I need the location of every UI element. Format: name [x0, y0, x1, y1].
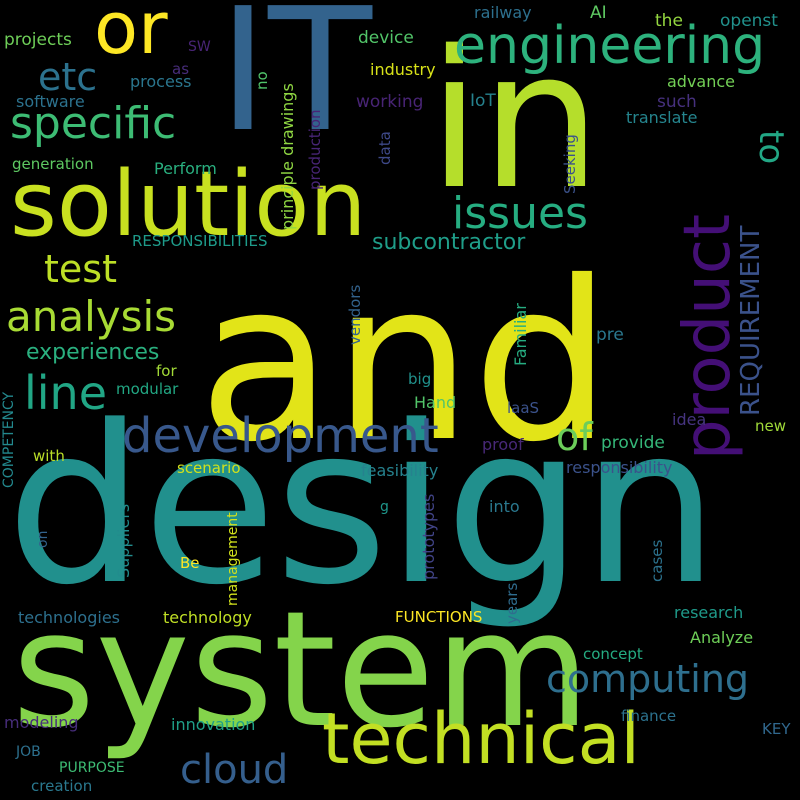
word-finance: finance	[621, 707, 677, 725]
word-on: on	[35, 530, 51, 548]
word-proof: proof	[482, 435, 524, 454]
word-sw: SW	[188, 39, 211, 55]
word-software: software	[16, 92, 85, 111]
word-functions: FUNCTIONS	[395, 608, 483, 626]
word-technologies: technologies	[18, 608, 120, 627]
word-no: no	[253, 71, 271, 90]
word-etc: etc	[38, 55, 98, 99]
word-familiar: Familiar	[511, 303, 530, 366]
word-provide: provide	[601, 433, 665, 453]
word-management: management	[225, 512, 241, 606]
word-principle-drawings: principle drawings	[278, 83, 297, 230]
word-technology: technology	[163, 608, 252, 627]
word-big: big	[408, 370, 432, 388]
word-be: Be	[180, 554, 200, 572]
word-concept: concept	[583, 645, 643, 663]
word-generation: generation	[12, 155, 94, 173]
word-of: of	[556, 415, 593, 459]
word-idea: idea	[672, 410, 707, 429]
word-for: for	[156, 362, 177, 380]
word-as: as	[172, 60, 190, 78]
word-projects: projects	[4, 30, 72, 50]
word-data: data	[376, 131, 394, 165]
word-vendors: vendors	[346, 284, 364, 345]
word-specific: specific	[10, 98, 177, 149]
word-modeling: modeling	[4, 713, 79, 732]
word-ai: AI	[590, 3, 607, 23]
word-prototypes: prototypes	[419, 493, 438, 580]
word-industry: industry	[370, 60, 436, 79]
word-cases: cases	[648, 539, 666, 582]
word-it: IT	[218, 0, 372, 170]
word-years: years	[503, 582, 521, 624]
word-modular: modular	[116, 380, 179, 398]
word-cloud: cloud	[180, 747, 289, 793]
word-process: process	[130, 72, 192, 91]
word-line: line	[24, 366, 108, 420]
word-perform: Perform	[154, 159, 217, 178]
word-feasibility: feasibility	[361, 461, 439, 480]
word-into: into	[489, 497, 520, 516]
word-research: research	[674, 603, 744, 622]
word-responsibilities: RESPONSIBILITIES	[132, 232, 268, 250]
word-purpose: PURPOSE	[59, 760, 125, 776]
word-pre: pre	[596, 325, 624, 345]
word-system: system	[12, 576, 591, 763]
word-experiences: experiences	[26, 340, 160, 365]
word-creation: creation	[31, 777, 93, 795]
word-iot: IoT	[470, 91, 496, 111]
word-issues: issues	[452, 188, 588, 239]
word-production: production	[306, 109, 324, 190]
word-device: device	[358, 28, 414, 48]
word-the: the	[655, 11, 683, 31]
word-subcontractor: subcontractor	[372, 230, 526, 255]
word-innovation: innovation	[171, 715, 256, 734]
word-to: to	[751, 130, 791, 165]
word-analysis: analysis	[6, 292, 177, 341]
word-advance: advance	[667, 72, 736, 91]
word-railway: railway	[474, 3, 532, 22]
word-seeking: Seeking	[561, 134, 579, 194]
word-responsibility: responsibility	[566, 458, 673, 477]
word-scenario: scenario	[177, 459, 241, 477]
word-solution: solution	[10, 152, 367, 257]
word-such: such	[657, 92, 697, 112]
word-g: g	[380, 499, 389, 515]
word-requirement: REQUIREMENT	[736, 225, 766, 416]
word-hand: Hand	[414, 393, 457, 412]
word-working: working	[356, 92, 424, 112]
word-test: test	[44, 247, 117, 291]
word-technical: technical	[322, 698, 641, 780]
word-laas: laaS	[507, 399, 540, 417]
word-and: and	[198, 234, 612, 490]
word-design: design	[6, 380, 719, 633]
word-openst: openst	[720, 11, 778, 31]
word-engineering: engineering	[454, 16, 766, 76]
word-development: development	[122, 408, 439, 464]
word-with: with	[33, 447, 65, 465]
word-computing: computing	[546, 657, 750, 701]
word-new: new	[755, 417, 787, 435]
word-analyze: Analyze	[690, 628, 754, 647]
word-or: or	[94, 0, 168, 70]
word-competency: COMPETENCY	[1, 391, 17, 488]
word-in: in	[428, 10, 602, 231]
word-translate: translate	[626, 108, 698, 127]
word-suppliers: Suppliers	[114, 503, 133, 578]
word-key: KEY	[762, 720, 791, 738]
word-job: JOB	[16, 744, 41, 760]
